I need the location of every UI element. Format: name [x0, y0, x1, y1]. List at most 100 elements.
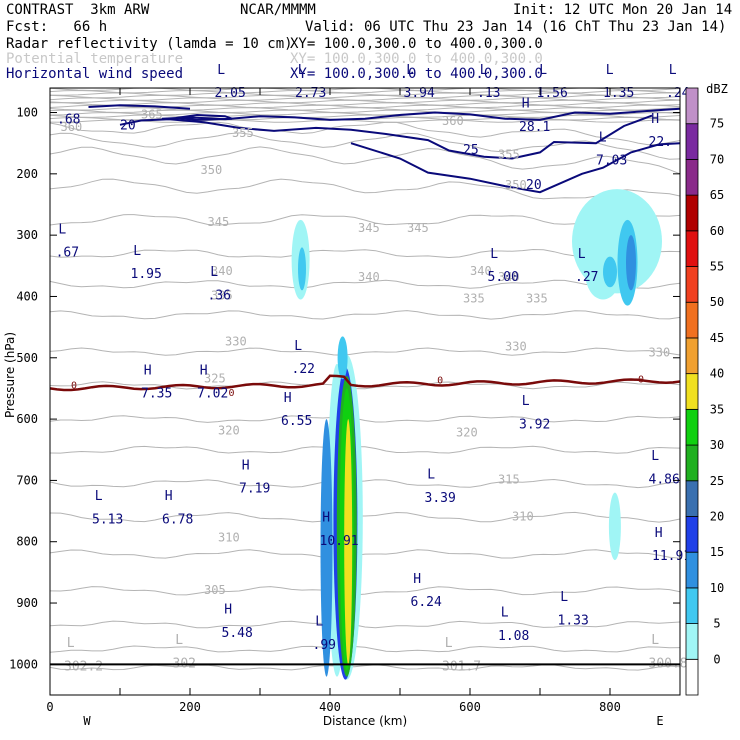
plot-frame [49, 87, 681, 696]
extremum-marker: L [560, 590, 568, 605]
extremum-value: 1.33 [558, 613, 589, 628]
y-tick-label: 1000 [9, 657, 38, 671]
extremum-value: 2.73 [295, 86, 326, 101]
extremum-marker: L [651, 633, 659, 648]
field-name-reflectivity: Radar reflectivity (lamda = 10 cm) [6, 36, 293, 52]
reflectivity-cell [298, 247, 306, 291]
wind-contour [119, 114, 653, 160]
y-tick-label: 400 [16, 289, 38, 303]
extremum-marker: H [224, 602, 232, 617]
extremum-value: 6.55 [281, 414, 312, 429]
theta-contour [49, 99, 681, 104]
theta-contour [49, 279, 681, 289]
theta-contour [49, 146, 681, 175]
extremum-marker: H [651, 112, 659, 127]
extremum-marker: L [669, 63, 677, 78]
reflectivity-fill [291, 189, 662, 680]
extremum-marker: H [655, 526, 663, 541]
theta-contour-label: 340 [498, 270, 520, 284]
theta-contours [49, 87, 681, 671]
extremum-marker: L [58, 222, 66, 237]
forecast-hour: Fcst: 66 h [6, 19, 108, 35]
theta-contour-label: 330 [505, 339, 527, 353]
theta-contour-label: 315 [498, 472, 520, 486]
extremum-value: .67 [56, 246, 79, 261]
extremum-value: 11.91 [652, 549, 691, 564]
reflectivity-cell [320, 419, 333, 677]
theta-contour-label: 340 [211, 264, 233, 278]
theta-contour-label: 325 [204, 371, 226, 385]
extremum-marker: H [165, 489, 173, 504]
extremum-value: 7.35 [141, 387, 172, 402]
x-axis-title: Distance (km) [323, 714, 407, 728]
extremum-value: 6.78 [162, 512, 193, 527]
theta-contour-label: 320 [218, 423, 240, 437]
extremum-value: 1.08 [498, 629, 529, 644]
extremum-marker: H [200, 363, 208, 378]
extremum-value: 22. [649, 135, 672, 150]
extremum-value: 5.48 [222, 626, 253, 641]
plot-border [49, 87, 681, 696]
extremum-marker: L [480, 63, 488, 78]
theta-contour-label: 360 [442, 114, 464, 128]
extremum-marker: L [133, 244, 141, 259]
field-xy-reflectivity: XY= 100.0,300.0 to 400.0,300.0 [290, 36, 543, 52]
y-tick-label: 900 [16, 596, 38, 610]
extremum-marker: L [427, 468, 435, 483]
freezing-level-label: 0 [71, 380, 77, 391]
extremum-value: 1.35 [603, 86, 634, 101]
wind-contour [175, 113, 233, 121]
wind-contour-label: 20 [120, 119, 136, 134]
y-tick-label: 100 [16, 106, 38, 120]
field-name-theta: Potential temperature [6, 51, 184, 67]
y-tick-label: 600 [16, 412, 38, 426]
extremum-value: 1.56 [537, 86, 568, 101]
x-tick-label: 600 [459, 700, 481, 714]
field-name-wind: Horizontal wind speed [6, 66, 184, 82]
theta-contour [49, 620, 681, 629]
extremum-value: 302.2 [64, 659, 103, 674]
extremum-marker: L [210, 265, 218, 280]
y-tick-label: 300 [16, 228, 38, 242]
west-label: W [83, 714, 91, 728]
contour-labels: 360 365 360 355 355 350 350 345 345 345 340 340 340 3… [56, 63, 692, 675]
extremum-value: .13 [477, 86, 500, 101]
theta-contour-label: 345 [407, 221, 429, 235]
theta-contour [49, 478, 681, 489]
theta-contour-label: 335 [463, 292, 485, 306]
theta-contour [49, 445, 681, 454]
extremum-marker: L [501, 606, 509, 621]
x-tick-label: 0 [46, 700, 53, 714]
extremum-value: .36 [208, 289, 231, 304]
theta-contour-label: 335 [211, 289, 233, 303]
theta-contour [49, 549, 681, 559]
extremum-value: 6.24 [411, 595, 442, 610]
reflectivity-cell [603, 256, 617, 288]
extremum-value: 1.95 [131, 267, 162, 282]
theta-contour [49, 310, 681, 320]
x-tick-label: 200 [179, 700, 201, 714]
theta-contour [49, 107, 681, 111]
field-xy-wind: XY= 100.0,300.0 to 400.0,300.0 [290, 66, 543, 82]
wind-contour [161, 107, 681, 121]
theta-contour [49, 132, 681, 160]
extremum-value: 3.92 [519, 417, 550, 432]
theta-contour [49, 94, 681, 99]
extremum-value: 7.02 [197, 387, 228, 402]
theta-contour-label: 310 [218, 531, 240, 545]
extremum-value: .99 [313, 638, 336, 653]
freezing-level-label: 0 [437, 376, 443, 387]
field-xy-theta: XY= 100.0,300.0 to 400.0,300.0 [290, 51, 543, 67]
valid-time: Valid: 06 UTC Thu 23 Jan 14 (16 ChT Thu … [305, 19, 727, 35]
extremum-marker: L [95, 489, 103, 504]
y-tick-label: 500 [16, 351, 38, 365]
extremum-marker: L [539, 63, 547, 78]
y-axis-title: Pressure (hPa) [3, 332, 17, 418]
extremum-value: 3.39 [425, 491, 456, 506]
extremum-marker: L [298, 63, 306, 78]
theta-contour [49, 511, 681, 523]
extremum-value: 5.13 [92, 512, 123, 527]
theta-contour-label: 345 [358, 221, 380, 235]
reflectivity-cell [344, 419, 353, 665]
